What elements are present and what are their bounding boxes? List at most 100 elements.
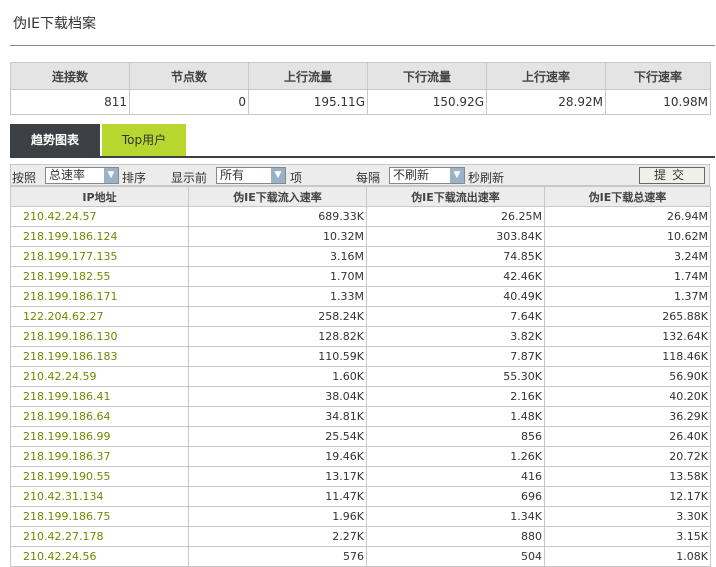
chevron-down-icon[interactable]: ▼ bbox=[104, 168, 118, 183]
inbound-rate-cell: 128.82K bbox=[188, 326, 367, 347]
ip-cell[interactable]: 218.199.186.41 bbox=[10, 386, 189, 407]
total-rate-cell: 1.74M bbox=[544, 266, 711, 287]
count-select[interactable]: 所有 ▼ bbox=[216, 167, 286, 184]
summary-nodes-value: 0 bbox=[129, 89, 249, 115]
column-header-ip[interactable]: IP地址 bbox=[10, 186, 189, 207]
table-row: 210.42.24.57 689.33K 26.25M 26.94M bbox=[10, 206, 711, 227]
ip-cell[interactable]: 218.199.186.124 bbox=[10, 226, 189, 247]
summary-header-nodes: 节点数 bbox=[129, 62, 249, 90]
tab-underline bbox=[10, 156, 715, 158]
inbound-rate-cell: 110.59K bbox=[188, 346, 367, 367]
table-row: 218.199.186.99 25.54K 856 26.40K bbox=[10, 426, 711, 447]
ip-cell[interactable]: 218.199.186.130 bbox=[10, 326, 189, 347]
ip-cell[interactable]: 210.42.31.134 bbox=[10, 486, 189, 507]
inbound-rate-cell: 576 bbox=[188, 546, 367, 567]
outbound-rate-cell: 1.26K bbox=[366, 446, 545, 467]
top-users-table: IP地址 伪IE下载流入速率 伪IE下载流出速率 伪IE下载总速率 210.42… bbox=[10, 186, 711, 567]
ip-cell[interactable]: 210.42.24.59 bbox=[10, 366, 189, 387]
refresh-select[interactable]: 不刷新 ▼ bbox=[389, 167, 465, 184]
total-rate-cell: 12.17K bbox=[544, 486, 711, 507]
ip-cell[interactable]: 210.42.24.56 bbox=[10, 546, 189, 567]
total-rate-cell: 265.88K bbox=[544, 306, 711, 327]
table-row: 218.199.190.55 13.17K 416 13.58K bbox=[10, 466, 711, 487]
summary-header-download-traffic: 下行流量 bbox=[367, 62, 487, 90]
inbound-rate-cell: 38.04K bbox=[188, 386, 367, 407]
inbound-rate-cell: 258.24K bbox=[188, 306, 367, 327]
total-rate-cell: 26.40K bbox=[544, 426, 711, 447]
page-title: 伪IE下载档案 bbox=[13, 16, 96, 32]
table-row: 218.199.186.37 19.46K 1.26K 20.72K bbox=[10, 446, 711, 467]
sort-suffix-label: 排序 bbox=[122, 171, 147, 185]
count-suffix-label: 项 bbox=[290, 171, 303, 185]
total-rate-cell: 132.64K bbox=[544, 326, 711, 347]
total-rate-cell: 3.24M bbox=[544, 246, 711, 267]
ip-cell[interactable]: 218.199.186.99 bbox=[10, 426, 189, 447]
table-row: 218.199.186.130 128.82K 3.82K 132.64K bbox=[10, 326, 711, 347]
ip-cell[interactable]: 122.204.62.27 bbox=[10, 306, 189, 327]
outbound-rate-cell: 7.87K bbox=[366, 346, 545, 367]
ip-cell[interactable]: 218.199.177.135 bbox=[10, 246, 189, 267]
outbound-rate-cell: 303.84K bbox=[366, 226, 545, 247]
total-rate-cell: 20.72K bbox=[544, 446, 711, 467]
ip-cell[interactable]: 218.199.186.183 bbox=[10, 346, 189, 367]
outbound-rate-cell: 1.34K bbox=[366, 506, 545, 527]
outbound-rate-cell: 696 bbox=[366, 486, 545, 507]
outbound-rate-cell: 74.85K bbox=[366, 246, 545, 267]
submit-button[interactable]: 提交 bbox=[639, 167, 705, 184]
ip-cell[interactable]: 218.199.182.55 bbox=[10, 266, 189, 287]
ip-cell[interactable]: 218.199.186.37 bbox=[10, 446, 189, 467]
chevron-down-icon[interactable]: ▼ bbox=[271, 168, 285, 183]
total-rate-cell: 1.08K bbox=[544, 546, 711, 567]
column-header-outbound-rate[interactable]: 伪IE下载流出速率 bbox=[366, 186, 545, 207]
table-row: 218.199.177.135 3.16M 74.85K 3.24M bbox=[10, 246, 711, 267]
summary-upload-rate-value: 28.92M bbox=[486, 89, 606, 115]
total-rate-cell: 10.62M bbox=[544, 226, 711, 247]
title-divider bbox=[10, 45, 715, 46]
outbound-rate-cell: 880 bbox=[366, 526, 545, 547]
table-row: 218.199.186.124 10.32M 303.84K 10.62M bbox=[10, 226, 711, 247]
count-select-value: 所有 bbox=[220, 168, 245, 182]
inbound-rate-cell: 1.70M bbox=[188, 266, 367, 287]
summary-header-row: 连接数 节点数 上行流量 下行流量 上行速率 下行速率 bbox=[10, 62, 711, 90]
table-row: 218.199.186.41 38.04K 2.16K 40.20K bbox=[10, 386, 711, 407]
summary-table: 连接数 节点数 上行流量 下行流量 上行速率 下行速率 811 0 195.11… bbox=[10, 62, 711, 115]
sort-select[interactable]: 总速率 ▼ bbox=[45, 167, 119, 184]
inbound-rate-cell: 1.96K bbox=[188, 506, 367, 527]
ip-cell[interactable]: 218.199.186.64 bbox=[10, 406, 189, 427]
total-rate-cell: 26.94M bbox=[544, 206, 711, 227]
ip-cell[interactable]: 218.199.190.55 bbox=[10, 466, 189, 487]
table-row: 210.42.31.134 11.47K 696 12.17K bbox=[10, 486, 711, 507]
summary-upload-traffic-value: 195.11G bbox=[248, 89, 368, 115]
total-rate-cell: 3.30K bbox=[544, 506, 711, 527]
table-row: 210.42.24.56 576 504 1.08K bbox=[10, 546, 711, 567]
summary-header-download-rate: 下行速率 bbox=[605, 62, 711, 90]
ip-cell[interactable]: 210.42.24.57 bbox=[10, 206, 189, 227]
inbound-rate-cell: 13.17K bbox=[188, 466, 367, 487]
column-header-total-rate[interactable]: 伪IE下载总速率 bbox=[544, 186, 711, 207]
ip-cell[interactable]: 218.199.186.171 bbox=[10, 286, 189, 307]
summary-header-upload-rate: 上行速率 bbox=[486, 62, 606, 90]
summary-download-rate-value: 10.98M bbox=[605, 89, 711, 115]
outbound-rate-cell: 416 bbox=[366, 466, 545, 487]
ip-cell[interactable]: 210.42.27.178 bbox=[10, 526, 189, 547]
total-rate-cell: 13.58K bbox=[544, 466, 711, 487]
summary-connections-value: 811 bbox=[10, 89, 130, 115]
summary-values-row: 811 0 195.11G 150.92G 28.92M 10.98M bbox=[10, 89, 711, 115]
outbound-rate-cell: 2.16K bbox=[366, 386, 545, 407]
tab-trend-chart[interactable]: 趋势图表 bbox=[10, 124, 100, 157]
summary-header-connections: 连接数 bbox=[10, 62, 130, 90]
inbound-rate-cell: 3.16M bbox=[188, 246, 367, 267]
refresh-select-value: 不刷新 bbox=[393, 168, 430, 182]
inbound-rate-cell: 19.46K bbox=[188, 446, 367, 467]
show-top-label: 显示前 bbox=[171, 171, 208, 185]
ip-cell[interactable]: 218.199.186.75 bbox=[10, 506, 189, 527]
inbound-rate-cell: 10.32M bbox=[188, 226, 367, 247]
tab-top-users[interactable]: Top用户 bbox=[102, 124, 186, 157]
table-row: 210.42.27.178 2.27K 880 3.15K bbox=[10, 526, 711, 547]
inbound-rate-cell: 2.27K bbox=[188, 526, 367, 547]
column-header-inbound-rate[interactable]: 伪IE下载流入速率 bbox=[188, 186, 367, 207]
table-row: 218.199.182.55 1.70M 42.46K 1.74M bbox=[10, 266, 711, 287]
chevron-down-icon[interactable]: ▼ bbox=[450, 168, 464, 183]
outbound-rate-cell: 7.64K bbox=[366, 306, 545, 327]
inbound-rate-cell: 34.81K bbox=[188, 406, 367, 427]
